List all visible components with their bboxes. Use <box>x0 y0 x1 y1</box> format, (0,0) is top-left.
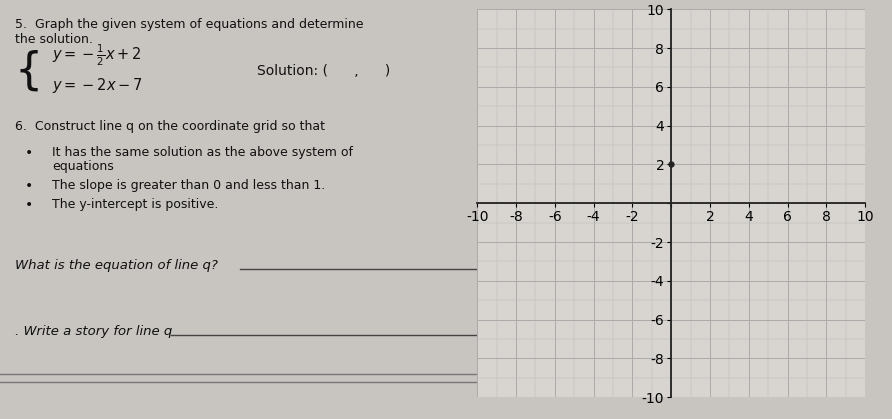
Text: {: { <box>15 49 43 92</box>
Text: It has the same solution as the above system of: It has the same solution as the above sy… <box>52 146 353 159</box>
Text: 6.  Construct line q on the coordinate grid so that: 6. Construct line q on the coordinate gr… <box>15 120 325 133</box>
Text: the solution.: the solution. <box>15 33 93 46</box>
Text: $y = -\frac{1}{2}x + 2$: $y = -\frac{1}{2}x + 2$ <box>52 43 142 68</box>
Text: •: • <box>25 198 33 212</box>
Text: •: • <box>25 146 33 160</box>
Text: The slope is greater than 0 and less than 1.: The slope is greater than 0 and less tha… <box>52 179 326 192</box>
Text: . Write a story for line q: . Write a story for line q <box>15 325 172 338</box>
Text: equations: equations <box>52 160 114 173</box>
Text: What is the equation of line q?: What is the equation of line q? <box>15 259 218 272</box>
Text: Solution: (      ,      ): Solution: ( , ) <box>258 64 391 78</box>
Text: •: • <box>25 179 33 193</box>
Text: The y-intercept is positive.: The y-intercept is positive. <box>52 198 219 211</box>
Text: $y = -2x - 7$: $y = -2x - 7$ <box>52 76 143 95</box>
Text: 5.  Graph the given system of equations and determine: 5. Graph the given system of equations a… <box>15 18 363 31</box>
